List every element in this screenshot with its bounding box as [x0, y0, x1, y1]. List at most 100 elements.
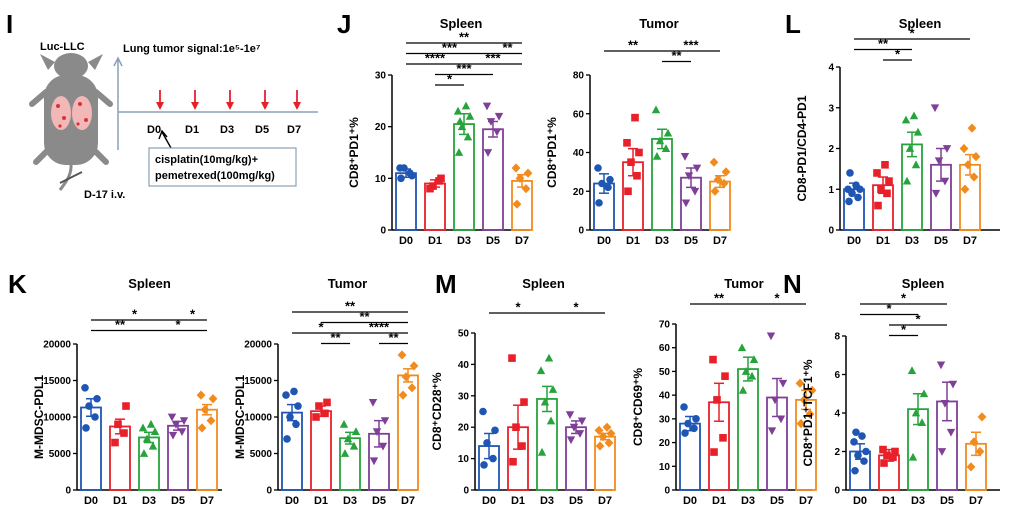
data-point: [453, 106, 463, 115]
data-point: [595, 199, 603, 207]
data-point: [138, 423, 148, 432]
data-point: [465, 111, 475, 120]
panel-label-j: J: [337, 9, 351, 39]
significance-label: *: [132, 307, 138, 322]
significance-label: **: [459, 30, 470, 45]
x-tick-label: D1: [882, 495, 896, 507]
data-point: [860, 457, 868, 465]
data-point: [844, 185, 852, 194]
data-point: [901, 115, 911, 124]
data-point: [312, 413, 320, 421]
y-tick-label: 4: [834, 409, 840, 420]
x-tick-label: D3: [142, 495, 156, 507]
schematic: Luc-LLC D-17 i.v. Lung tumor signal:1e⁵-…: [29, 41, 318, 201]
data-point: [569, 423, 579, 432]
significance-label: ***: [442, 40, 458, 55]
data-point: [966, 462, 976, 472]
data-point: [197, 423, 207, 433]
data-point: [520, 398, 528, 406]
data-point: [483, 439, 491, 447]
data-point: [461, 101, 471, 110]
data-point: [142, 434, 152, 443]
data-point: [598, 179, 606, 188]
chart-title: Spleen: [440, 16, 483, 31]
significance-label: **: [714, 291, 725, 306]
data-point: [492, 128, 502, 137]
significance-label: **: [359, 309, 370, 324]
data-point: [690, 187, 700, 196]
x-tick-label: D7: [713, 235, 727, 247]
dose-arrow-head: [261, 102, 269, 110]
significance-label: *: [190, 307, 196, 322]
dose-arrow-head: [156, 102, 164, 110]
data-point: [741, 367, 751, 375]
y-tick-label: 15000: [244, 376, 272, 387]
data-point: [749, 355, 759, 363]
data-point: [738, 386, 748, 394]
treatment-line1: cisplatin(10mg/kg)+: [155, 154, 258, 166]
data-point: [805, 409, 815, 419]
x-tick-label: D0: [482, 495, 496, 507]
timepoint-label: D1: [185, 124, 199, 136]
data-point: [122, 402, 130, 410]
data-point: [852, 181, 860, 189]
significance-label: *: [886, 301, 892, 316]
data-point: [483, 149, 493, 157]
data-point: [681, 199, 691, 208]
x-tick-label: D5: [770, 495, 784, 507]
bar: [651, 138, 673, 231]
y-tick-label: 50: [659, 367, 671, 378]
data-point: [975, 446, 985, 457]
data-point: [905, 144, 915, 152]
y-tick-label: 0: [266, 486, 272, 497]
data-point: [380, 417, 390, 426]
data-point: [889, 453, 897, 462]
data-point: [877, 185, 885, 194]
x-tick-label: D7: [963, 235, 977, 247]
data-point: [948, 380, 958, 389]
panel-label-m: M: [435, 269, 457, 299]
data-point: [168, 431, 178, 440]
data-point: [512, 199, 522, 209]
data-point: [369, 457, 379, 466]
data-point: [294, 402, 302, 410]
data-point: [546, 416, 556, 425]
x-tick-label: D1: [712, 495, 726, 507]
data-point: [845, 197, 853, 206]
data-point: [397, 350, 407, 360]
data-point: [282, 391, 290, 399]
data-point: [721, 372, 729, 380]
data-point: [565, 411, 575, 420]
y-tick-label: 30: [375, 71, 387, 82]
y-axis-label: CD8⁺CD28⁺%: [430, 372, 444, 450]
data-point: [349, 441, 359, 450]
significance-label: **: [388, 330, 399, 345]
data-point: [489, 454, 497, 463]
data-point: [114, 420, 122, 429]
significance-label: ***: [456, 61, 472, 76]
data-point: [409, 361, 419, 371]
data-point: [598, 432, 608, 442]
data-point: [577, 417, 587, 426]
chart-title: Spleen: [522, 276, 565, 291]
data-point: [486, 118, 496, 126]
x-tick-label: D7: [515, 235, 529, 247]
x-tick-label: D0: [285, 495, 299, 507]
y-tick-label: 60: [659, 343, 671, 354]
data-point: [858, 432, 866, 440]
significance-label: ****: [425, 51, 446, 66]
data-point: [885, 177, 893, 185]
significance-label: *: [318, 320, 324, 335]
data-point: [971, 152, 981, 162]
data-point: [911, 408, 921, 417]
x-tick-label: D5: [684, 235, 698, 247]
data-point: [167, 413, 177, 422]
y-tick-label: 60: [573, 109, 585, 120]
y-tick-label: 8: [834, 332, 840, 343]
data-point: [368, 399, 378, 407]
data-point: [515, 173, 525, 183]
y-tick-label: 50: [458, 329, 470, 340]
